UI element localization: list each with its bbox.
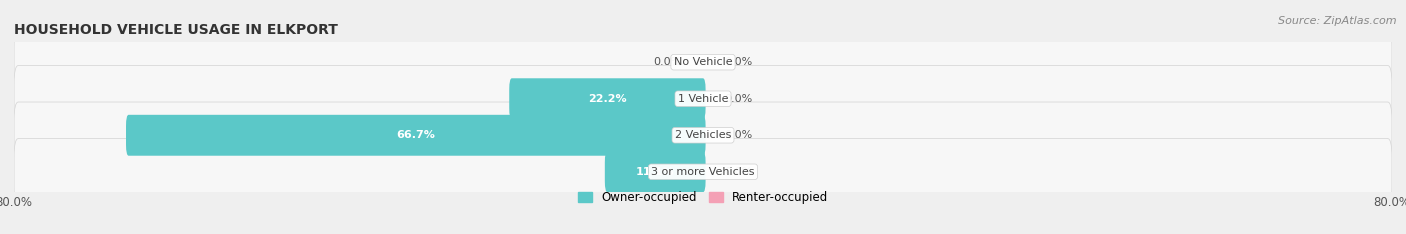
Text: 0.0%: 0.0%	[724, 57, 752, 67]
FancyBboxPatch shape	[14, 102, 1392, 168]
Text: No Vehicle: No Vehicle	[673, 57, 733, 67]
Text: 11.1%: 11.1%	[636, 167, 675, 177]
Text: 2 Vehicles: 2 Vehicles	[675, 130, 731, 140]
Text: HOUSEHOLD VEHICLE USAGE IN ELKPORT: HOUSEHOLD VEHICLE USAGE IN ELKPORT	[14, 23, 337, 37]
FancyBboxPatch shape	[14, 66, 1392, 132]
Text: 0.0%: 0.0%	[724, 167, 752, 177]
Text: 0.0%: 0.0%	[724, 130, 752, 140]
FancyBboxPatch shape	[127, 115, 706, 156]
Text: 0.0%: 0.0%	[724, 94, 752, 104]
FancyBboxPatch shape	[509, 78, 706, 119]
Text: 0.0%: 0.0%	[654, 57, 682, 67]
Text: 1 Vehicle: 1 Vehicle	[678, 94, 728, 104]
Legend: Owner-occupied, Renter-occupied: Owner-occupied, Renter-occupied	[572, 186, 834, 208]
Text: Source: ZipAtlas.com: Source: ZipAtlas.com	[1278, 16, 1396, 26]
FancyBboxPatch shape	[14, 139, 1392, 205]
FancyBboxPatch shape	[605, 151, 706, 192]
Text: 22.2%: 22.2%	[588, 94, 627, 104]
Text: 66.7%: 66.7%	[396, 130, 436, 140]
FancyBboxPatch shape	[14, 29, 1392, 95]
Text: 3 or more Vehicles: 3 or more Vehicles	[651, 167, 755, 177]
